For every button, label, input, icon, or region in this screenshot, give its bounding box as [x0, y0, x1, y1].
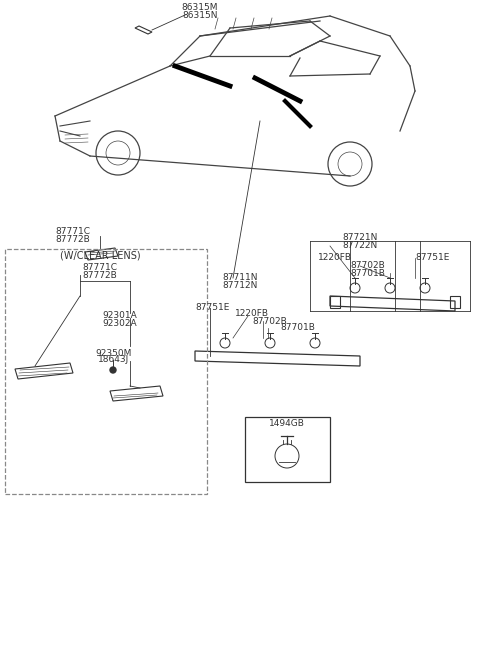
Text: 87702B: 87702B — [350, 262, 385, 270]
Text: 87702B: 87702B — [252, 316, 287, 325]
Text: 87701B: 87701B — [280, 323, 315, 333]
Text: 1220FB: 1220FB — [318, 253, 352, 262]
Text: 1220FB: 1220FB — [235, 310, 269, 319]
Text: 92350M: 92350M — [95, 348, 132, 358]
Text: 87721N: 87721N — [342, 234, 378, 243]
Text: 87751E: 87751E — [195, 304, 229, 312]
Text: 1494GB: 1494GB — [269, 419, 305, 428]
Text: (W/CLEAR LENS): (W/CLEAR LENS) — [60, 251, 141, 261]
Text: 87771C: 87771C — [83, 264, 118, 272]
Text: 87772B: 87772B — [56, 234, 90, 243]
Text: 87771C: 87771C — [56, 228, 91, 237]
Text: 87722N: 87722N — [342, 241, 378, 249]
Text: 87712N: 87712N — [222, 281, 258, 289]
Text: 87751E: 87751E — [415, 253, 449, 262]
Bar — [245, 417, 330, 482]
Text: 18643J: 18643J — [98, 356, 129, 365]
Text: 87772B: 87772B — [83, 270, 118, 279]
Text: 92302A: 92302A — [103, 319, 137, 327]
Circle shape — [110, 367, 116, 373]
Text: 87701B: 87701B — [350, 268, 385, 277]
Text: 87711N: 87711N — [222, 274, 258, 283]
Text: 92301A: 92301A — [103, 312, 137, 321]
Text: 86315N: 86315N — [182, 10, 218, 20]
Text: 86315M: 86315M — [182, 3, 218, 12]
